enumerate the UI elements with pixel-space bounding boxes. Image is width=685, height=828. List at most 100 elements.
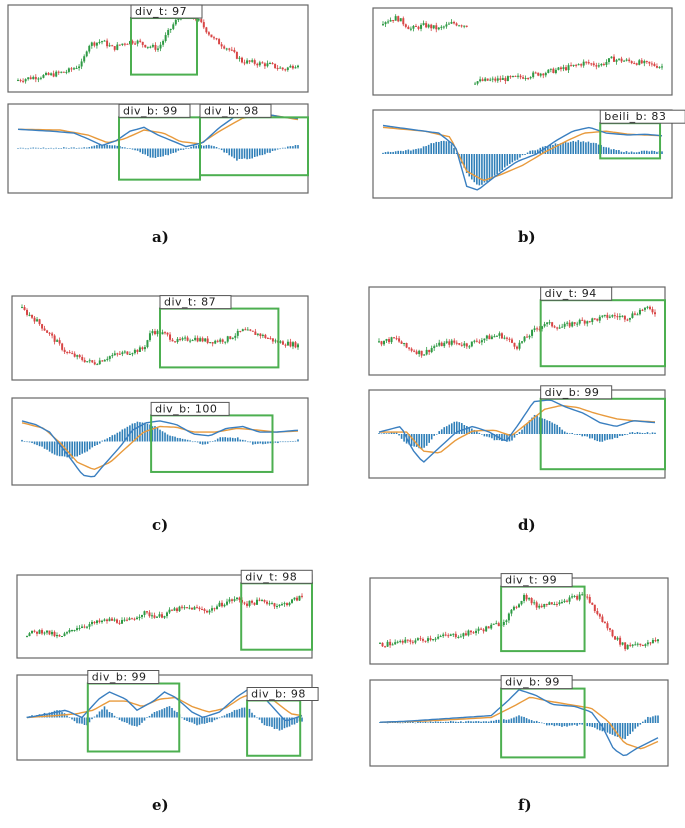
histogram-bar: [506, 434, 508, 442]
candle-body: [235, 51, 238, 59]
histogram-bar: [611, 723, 614, 735]
candle-body: [58, 340, 61, 344]
histogram-bar: [48, 712, 51, 718]
histogram-bar: [514, 154, 516, 161]
candle-body: [616, 316, 619, 318]
histogram-bar: [605, 147, 607, 154]
histogram-bar: [43, 441, 46, 449]
candle-body: [176, 338, 179, 343]
histogram-bar: [201, 441, 204, 445]
candle-body: [207, 32, 210, 35]
histogram-bar: [633, 152, 635, 154]
candle-body: [246, 603, 248, 606]
histogram-bar: [604, 434, 606, 441]
candle-body: [251, 600, 253, 603]
candle-body: [638, 309, 641, 315]
histogram-bar: [648, 151, 651, 154]
candle-body: [221, 339, 224, 342]
histogram-bar: [269, 441, 272, 444]
candle-body: [646, 642, 649, 645]
histogram-bar: [437, 721, 439, 723]
histogram-bar: [540, 722, 543, 724]
candle-body: [27, 77, 30, 80]
histogram-bar: [588, 723, 591, 727]
candle-body: [36, 319, 39, 322]
candle-body: [281, 67, 284, 70]
candle-body: [264, 334, 267, 338]
histogram-bar: [501, 154, 504, 171]
histogram-bar: [257, 441, 259, 444]
histogram-bar: [156, 711, 158, 718]
candle-body: [590, 63, 593, 65]
histogram-bar: [83, 717, 86, 725]
histogram-bar: [181, 717, 183, 719]
histogram-bar: [144, 148, 147, 155]
histogram-bar: [636, 723, 639, 727]
candle-body: [291, 342, 294, 347]
candle-body: [50, 73, 53, 75]
candle-body: [555, 604, 558, 606]
candle-body: [279, 341, 282, 343]
histogram-bar: [266, 717, 268, 726]
histogram-bar: [611, 434, 614, 440]
histogram-bar: [146, 423, 149, 442]
candle-body: [93, 362, 96, 365]
candle-body: [256, 599, 258, 605]
candle-body: [63, 633, 66, 637]
histogram-bar: [238, 708, 241, 718]
candle-body: [530, 598, 533, 604]
histogram-bar: [439, 721, 442, 723]
candle-body: [196, 607, 198, 609]
candle-body: [631, 313, 634, 318]
histogram-bar: [523, 716, 525, 723]
candle-body: [41, 324, 44, 329]
candle-body: [525, 595, 528, 600]
candle-body: [432, 639, 435, 641]
candle-body: [173, 608, 176, 611]
candle-body: [389, 19, 392, 22]
histogram-bar: [642, 721, 644, 723]
candle-body: [221, 602, 223, 607]
histogram-bar: [449, 721, 452, 723]
candle-body: [263, 63, 266, 67]
candle-body: [613, 315, 616, 317]
candle-body: [484, 78, 487, 81]
histogram-bar: [616, 723, 619, 737]
candle-body: [134, 43, 137, 45]
candle-body: [568, 597, 571, 602]
histogram-bar: [154, 426, 156, 442]
candle-body: [158, 614, 161, 617]
candle-body: [248, 600, 251, 606]
histogram-bar: [259, 441, 262, 444]
histogram-bar: [429, 721, 432, 723]
candle-body: [106, 40, 109, 47]
candle-body: [582, 61, 585, 66]
histogram-bar: [428, 434, 430, 443]
candle-body: [161, 614, 163, 618]
histogram-bar: [162, 148, 164, 157]
candle-body: [91, 621, 93, 625]
histogram-bar: [606, 723, 609, 733]
histogram-bar: [407, 149, 410, 154]
histogram-bar: [418, 434, 420, 449]
candle-body: [128, 618, 131, 620]
histogram-bar: [52, 148, 55, 150]
histogram-bar: [635, 152, 638, 154]
histogram-bar: [472, 721, 475, 723]
histogram-bar: [475, 721, 477, 723]
candle-body: [236, 597, 238, 600]
candlestick-series: [382, 14, 663, 86]
histogram-bar: [51, 441, 53, 454]
candle-body: [404, 639, 407, 643]
histogram-bar: [196, 717, 198, 726]
candle-body: [396, 641, 399, 643]
candle-body: [537, 72, 540, 76]
histogram-bar: [425, 146, 427, 154]
histogram-bar: [491, 154, 493, 179]
candle-body: [184, 337, 187, 339]
candle-body: [470, 341, 473, 347]
candle-body: [576, 323, 579, 325]
histogram-bar: [73, 717, 76, 722]
candle-body: [177, 18, 180, 20]
candle-body: [136, 617, 138, 620]
